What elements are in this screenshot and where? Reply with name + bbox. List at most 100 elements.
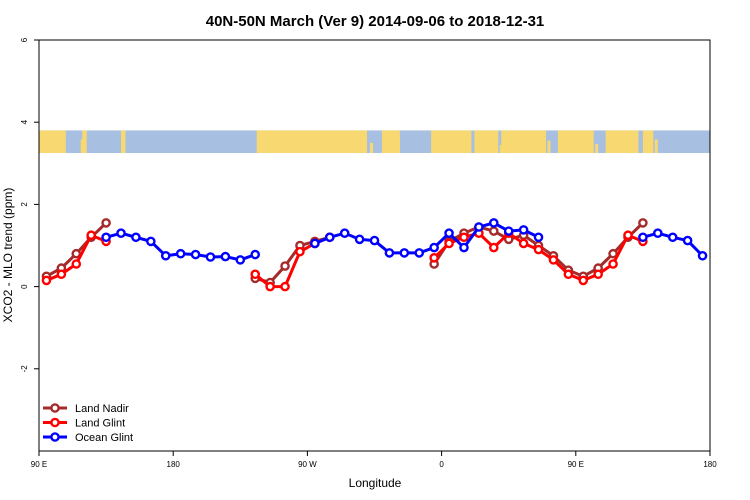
data-point [697, 250, 708, 261]
map-land [595, 143, 599, 154]
data-point [548, 255, 559, 265]
data-point [488, 226, 499, 236]
map-land [381, 130, 400, 154]
data-point [653, 228, 663, 238]
map-land [80, 139, 84, 154]
data-point [429, 242, 439, 253]
map-land [370, 142, 374, 154]
data-point [444, 238, 454, 249]
map-land [474, 130, 499, 154]
y-tick-label: 4 [20, 119, 29, 124]
x-tick-label: 180 [167, 460, 181, 469]
legend: Land Nadir Land Glint Ocean Glint [43, 403, 133, 444]
data-point [310, 238, 320, 249]
data-point [71, 248, 82, 259]
data-point [220, 251, 231, 262]
map-land [441, 141, 445, 154]
legend-label: Ocean Glint [75, 432, 133, 444]
data-point [638, 232, 648, 243]
data-point [354, 234, 365, 245]
map-land [122, 130, 126, 154]
map-land [501, 130, 546, 154]
map-land [256, 130, 368, 154]
map-land [557, 130, 594, 154]
data-point [86, 230, 96, 241]
data-point [593, 269, 603, 280]
map-land [654, 139, 658, 154]
data-point [608, 248, 618, 259]
data-point [488, 242, 499, 253]
data-point [41, 275, 52, 286]
data-point [682, 235, 693, 246]
chart-title: 40N-50N March (Ver 9) 2014-09-06 to 2018… [206, 13, 545, 30]
data-point [116, 228, 126, 238]
data-point [56, 269, 67, 280]
data-point [533, 244, 544, 255]
data-point [175, 248, 186, 259]
legend-label: Land Nadir [75, 403, 129, 415]
data-point [160, 250, 171, 261]
data-point [563, 269, 574, 280]
data-point [578, 275, 589, 286]
data-point [190, 249, 201, 260]
data-point [146, 236, 156, 247]
series-ocean-glint [101, 218, 708, 265]
x-tick-label: 90 E [568, 460, 584, 469]
data-point [324, 232, 335, 243]
data-point [101, 232, 111, 243]
data-point [250, 249, 261, 260]
data-point [623, 230, 633, 241]
data-point [71, 259, 82, 269]
map-land [396, 137, 400, 154]
map-land [642, 130, 654, 154]
x-tick-label: 90 E [31, 460, 47, 469]
data-point [608, 259, 618, 269]
data-point [280, 261, 290, 271]
data-point [295, 246, 305, 257]
y-tick-label: -2 [20, 365, 29, 373]
world-map-band [39, 130, 710, 154]
map-land [431, 130, 472, 154]
map-land [499, 145, 503, 154]
data-point [503, 226, 514, 236]
x-axis-label: Longitude [349, 476, 402, 490]
y-axis-label: XCO2 - MLO trend (ppm) [1, 188, 15, 323]
data-point [414, 248, 425, 258]
data-point [280, 281, 290, 292]
y-tick-label: 0 [20, 284, 29, 289]
x-axis: 90 E 180 90 W 0 90 E 180 [31, 451, 717, 469]
data-point [131, 232, 141, 243]
data-point [474, 222, 484, 232]
data-point [429, 253, 439, 263]
x-tick-label: 0 [439, 460, 444, 469]
y-tick-label: 2 [20, 202, 29, 207]
map-land [82, 130, 87, 154]
data-point [667, 232, 678, 243]
map-land [605, 130, 639, 154]
data-point [459, 232, 469, 243]
map-land [122, 146, 126, 154]
data-point [205, 252, 216, 262]
data-point [250, 269, 261, 280]
data-point [444, 228, 454, 238]
data-point [459, 242, 469, 253]
data-point [235, 255, 246, 265]
x-tick-label: 180 [703, 460, 717, 469]
data-point [518, 238, 529, 249]
data-point [518, 225, 529, 235]
x-tick-label: 90 W [298, 460, 317, 469]
series-line [314, 221, 540, 255]
legend-marker [50, 417, 60, 428]
map-land [39, 130, 66, 154]
plot-frame [38, 39, 711, 452]
data-point [384, 248, 395, 258]
data-point [488, 218, 499, 228]
data-point [369, 235, 380, 246]
data-point [265, 281, 275, 292]
data-point [339, 228, 350, 238]
map-land [547, 140, 551, 154]
legend-marker [50, 432, 60, 442]
data-point [399, 248, 410, 258]
data-point [101, 218, 111, 228]
